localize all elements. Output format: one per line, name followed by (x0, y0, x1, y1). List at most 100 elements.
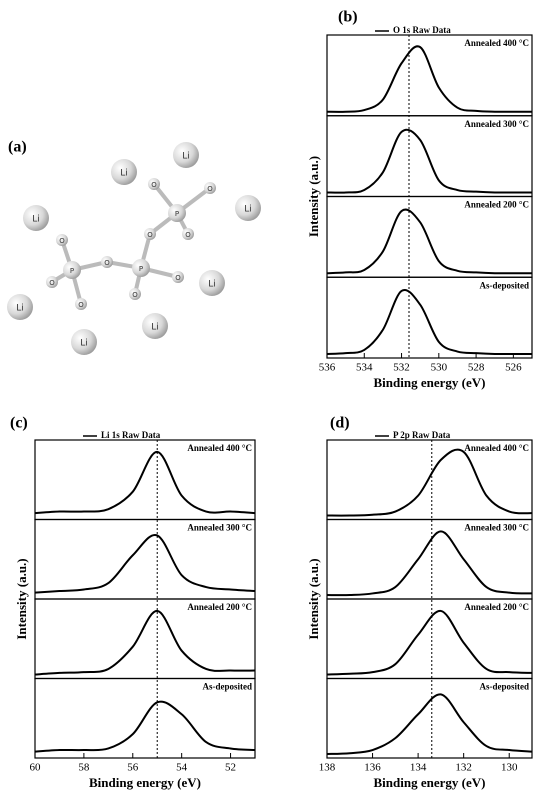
x-tick-label: 54 (176, 762, 188, 774)
atom (56, 234, 68, 246)
x-tick-label: 60 (30, 762, 42, 774)
spectrum-line (34, 450, 256, 515)
atom-label: O (147, 231, 153, 239)
atom-label: P (139, 265, 143, 273)
atom (63, 261, 81, 279)
x-tick-label: 534 (356, 362, 373, 374)
annotation: As-deposited (202, 682, 252, 692)
x-tick-label: 138 (319, 762, 336, 774)
atom (132, 259, 150, 277)
x-tick-label: 130 (501, 762, 518, 774)
atom (75, 298, 87, 310)
annotation: Annealed 200 °C (187, 602, 252, 612)
atom-label: O (59, 237, 65, 245)
atom (168, 204, 186, 222)
atom (182, 228, 194, 240)
spectrum-line (326, 530, 533, 597)
x-tick-label: 136 (364, 762, 381, 774)
subplot-frame (326, 276, 533, 359)
atom (144, 228, 156, 240)
atom-label: O (175, 274, 181, 282)
x-tick-label: 132 (455, 762, 472, 774)
x-axis-label: Binding energy (eV) (89, 775, 201, 790)
spectrum-line (326, 128, 532, 194)
y-axis-label: Intensity (a.u.) (306, 156, 321, 237)
legend-label: O 1s Raw Data (393, 25, 451, 35)
atom (199, 270, 225, 296)
atom-label: O (185, 231, 191, 239)
atom-label: O (104, 259, 110, 267)
legend-label: Li 1s Raw Data (101, 430, 161, 440)
atom-label: Li (32, 215, 40, 225)
spectrum-line (326, 448, 533, 517)
atom-label: Li (244, 205, 252, 215)
spectrum-line (326, 45, 532, 113)
x-tick-label: 56 (127, 762, 139, 774)
atom (148, 178, 160, 190)
atom-label: Li (208, 280, 216, 290)
atom (204, 182, 216, 194)
x-tick-label: 528 (468, 362, 485, 374)
x-axis-label: Binding energy (eV) (374, 375, 486, 390)
annotation: Annealed 200 °C (464, 602, 529, 612)
atom (101, 256, 113, 268)
atom (142, 313, 168, 339)
x-tick-label: 530 (431, 362, 448, 374)
x-tick-label: 58 (78, 762, 90, 774)
panel-label: (a) (8, 139, 27, 156)
atom (172, 271, 184, 283)
annotation: Annealed 400 °C (464, 38, 529, 48)
spectrum-line (34, 609, 256, 676)
x-tick-label: 536 (319, 362, 336, 374)
panel-label: (d) (330, 415, 350, 432)
x-tick-label: 134 (410, 762, 427, 774)
annotation: Annealed 300 °C (187, 523, 252, 533)
annotation: Annealed 400 °C (464, 443, 529, 453)
panel-label: (c) (10, 415, 28, 432)
atom (173, 142, 199, 168)
spectrum-line (326, 693, 533, 756)
spectrum-line (326, 289, 532, 356)
atom-label: Li (182, 152, 190, 162)
annotation: Annealed 300 °C (464, 119, 529, 129)
annotation: Annealed 200 °C (464, 200, 529, 210)
y-axis-label: Intensity (a.u.) (14, 558, 29, 639)
atom (111, 159, 137, 185)
atom-label: O (49, 279, 55, 287)
panel-label: (b) (338, 9, 358, 26)
spectrum-line (326, 208, 532, 275)
subplot-frame (34, 677, 256, 759)
molecule: Li Li Li Li Li Li Li Li O O O O O O O O O O P P P (7, 142, 261, 355)
atom-label: Li (80, 339, 88, 349)
atom-label: P (70, 267, 74, 275)
x-axis-label: Binding energy (eV) (374, 775, 486, 790)
annotation: Annealed 300 °C (464, 523, 529, 533)
x-tick-label: 532 (393, 362, 410, 374)
atom-label: O (207, 185, 213, 193)
spectrum-line (326, 609, 533, 676)
atom (7, 294, 33, 320)
atom-label: Li (120, 169, 128, 179)
annotation: As-deposited (479, 682, 529, 692)
atom-label: Li (16, 304, 24, 314)
x-tick-label: 52 (225, 762, 236, 774)
x-tick-label: 526 (505, 362, 522, 374)
atom (129, 288, 141, 300)
atom-label: O (78, 301, 84, 309)
atom (235, 195, 261, 221)
spectrum-line (34, 533, 256, 594)
annotation: Annealed 400 °C (187, 443, 252, 453)
atom-label: O (132, 291, 138, 299)
subplot-frame (326, 677, 533, 759)
atom-label: Li (151, 323, 159, 333)
atom (46, 276, 58, 288)
y-axis-label: Intensity (a.u.) (306, 558, 321, 639)
atom (23, 205, 49, 231)
annotation: As-deposited (479, 280, 529, 290)
spectrum-line (34, 700, 256, 753)
legend-label: P 2p Raw Data (393, 430, 451, 440)
atom-label: P (175, 210, 179, 218)
atom-label: O (151, 181, 157, 189)
atom (71, 329, 97, 355)
